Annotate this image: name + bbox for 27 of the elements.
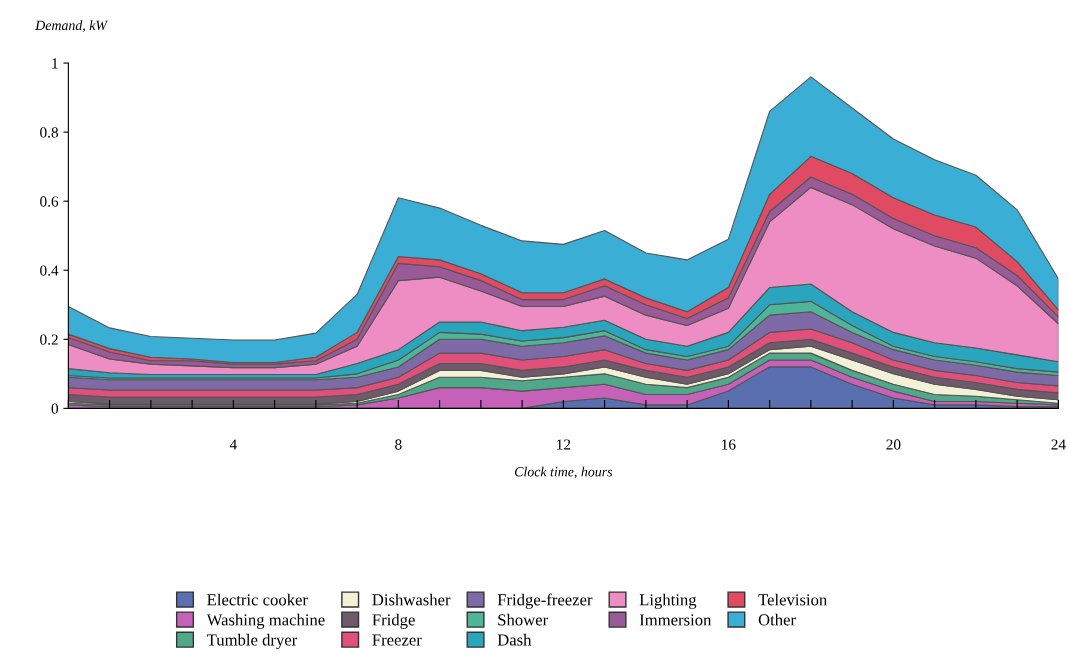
x-tick-label: 8 — [395, 439, 402, 450]
legend-label: Fridge-freezer — [497, 593, 593, 609]
legend-label: Television — [758, 593, 827, 606]
y-tick-label: 0 — [51, 403, 59, 414]
y-tick-label: 0.2 — [40, 334, 58, 345]
legend-label: Tumble dryer — [206, 633, 298, 649]
legend-label: Shower — [498, 613, 548, 626]
legend-label: Freezer — [372, 634, 422, 646]
y-tick-label: 0.6 — [40, 196, 59, 207]
y-axis-title: Demand, kW — [35, 20, 109, 33]
legend-label: Immersion — [639, 614, 712, 626]
legend-label: Dishwasher — [372, 593, 451, 606]
y-tick-label: 0.4 — [40, 265, 59, 276]
x-axis-title: Clock time, hours — [514, 466, 613, 479]
x-tick-label: 16 — [722, 439, 736, 450]
y-tick-label: 1 — [52, 58, 58, 69]
legend-label: Dash — [497, 633, 532, 646]
y-tick-label: 0.8 — [40, 127, 59, 138]
x-tick-label: 4 — [229, 439, 237, 450]
x-tick-label: 24 — [1051, 439, 1066, 450]
legend-label: Electric cooker — [207, 593, 308, 606]
legend-label: Lighting — [639, 593, 697, 609]
x-tick-label: 12 — [557, 439, 571, 450]
x-tick-label: 20 — [886, 439, 901, 450]
legend-label: Fridge — [372, 613, 415, 629]
legend-label: Washing machine — [206, 613, 325, 629]
legend-label: Other — [758, 613, 796, 626]
